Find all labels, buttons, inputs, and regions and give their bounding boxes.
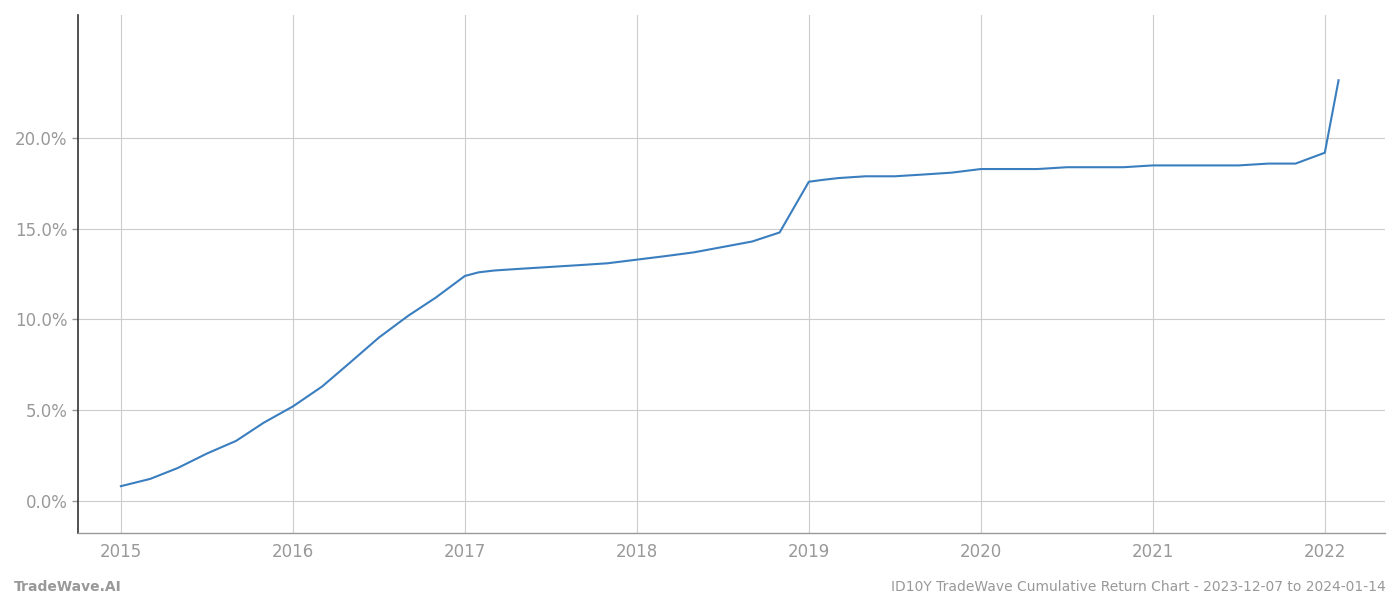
Text: TradeWave.AI: TradeWave.AI [14, 580, 122, 594]
Text: ID10Y TradeWave Cumulative Return Chart - 2023-12-07 to 2024-01-14: ID10Y TradeWave Cumulative Return Chart … [892, 580, 1386, 594]
